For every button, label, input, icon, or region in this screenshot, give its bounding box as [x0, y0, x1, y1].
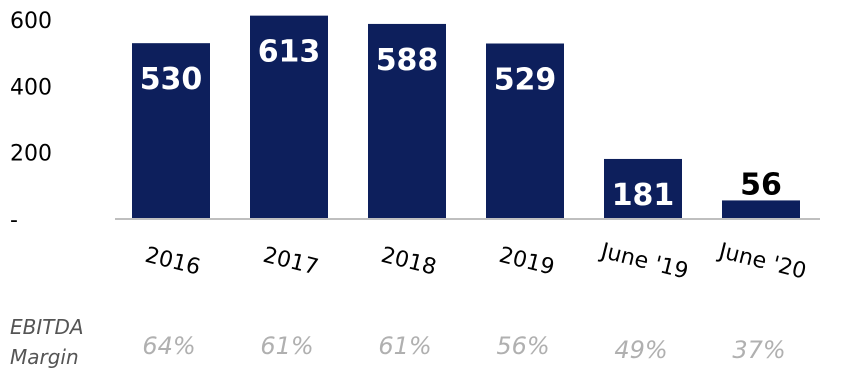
bar-value-labels: 530 613 588 529 181 56	[140, 35, 782, 213]
ebitda-margin-value: 61%	[378, 332, 431, 360]
ebitda-margin-label-line1: EBITDA	[10, 315, 84, 339]
x-tick-label: 2016	[142, 243, 202, 281]
bar-value-label: 588	[376, 43, 439, 78]
x-tick-label: 2017	[260, 243, 320, 281]
x-tick-label: 2019	[496, 243, 556, 281]
ebitda-margin-value: 56%	[496, 332, 549, 360]
bar-value-label: 530	[140, 62, 203, 97]
x-tick-label: June '19	[596, 238, 690, 284]
bar-june--20	[722, 200, 800, 219]
y-tick-label: -	[10, 208, 18, 233]
ebitda-margin-value: 37%	[732, 336, 785, 364]
x-tick-label: June '20	[714, 238, 808, 284]
ebitda-margin-row: EBITDA Margin 64% 61% 61% 56% 49% 37%	[10, 315, 786, 369]
bar-value-label: 181	[612, 178, 675, 213]
bar-2016	[132, 43, 210, 219]
ebitda-margin-value: 61%	[260, 332, 313, 360]
x-axis-ticks: 2016 2017 2018 2019 June '19 June '20	[142, 238, 808, 284]
bar-2019	[486, 43, 564, 219]
bars	[132, 15, 800, 220]
ebitda-margin-value: 64%	[142, 332, 195, 360]
bar-value-label: 56	[740, 167, 782, 202]
y-tick-label: 200	[10, 142, 52, 167]
y-tick-label: 400	[10, 75, 52, 100]
ebitda-margin-value: 49%	[614, 336, 667, 364]
bar-june--19	[604, 158, 682, 219]
bar-2017	[250, 15, 328, 220]
y-axis-ticks: - 200 400 600	[10, 9, 52, 233]
bar-2018	[368, 23, 446, 219]
bar-value-label: 613	[258, 35, 321, 70]
bar-value-label: 529	[494, 63, 557, 98]
y-tick-label: 600	[10, 9, 52, 34]
ebitda-margin-label-line2: Margin	[10, 345, 79, 369]
x-tick-label: 2018	[378, 243, 438, 281]
